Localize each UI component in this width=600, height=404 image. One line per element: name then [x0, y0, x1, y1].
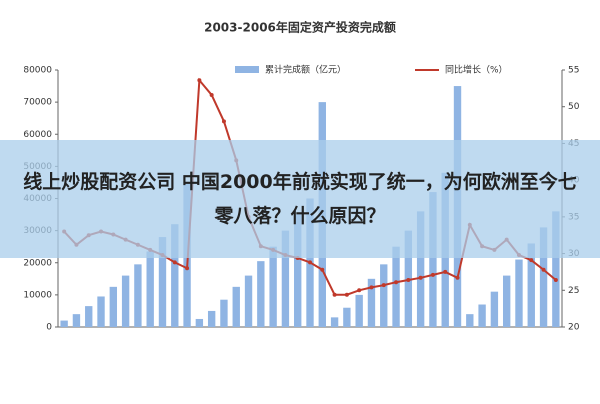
bar	[294, 214, 302, 327]
line-point	[369, 285, 374, 290]
overlay-banner: 线上炒股配资公司 中国2000年前就实现了统一，为何欧洲至今七零八落？什么原因？	[0, 140, 600, 258]
bar	[429, 192, 437, 327]
y2-tick-label: 55	[568, 66, 579, 76]
line-point	[443, 269, 448, 274]
y2-tick-label: 20	[568, 323, 580, 333]
y-tick-label: 60000	[23, 130, 52, 140]
overlay-text: 线上炒股配资公司 中国2000年前就实现了统一，为何欧洲至今七零八落？什么原因？	[23, 171, 577, 227]
legend-label: 同比增长（%）	[445, 64, 508, 76]
bar	[220, 299, 228, 327]
legend-label: 累计完成额（亿元）	[265, 64, 346, 76]
bar	[502, 275, 511, 327]
bar	[158, 237, 167, 327]
line-point	[381, 283, 386, 288]
line-point	[430, 272, 435, 277]
line-point	[406, 278, 411, 283]
bar	[60, 320, 68, 327]
line-point	[541, 267, 546, 272]
bar	[392, 246, 400, 327]
bar	[85, 306, 93, 327]
bar	[552, 211, 560, 327]
bar	[97, 296, 105, 327]
bar	[146, 251, 154, 327]
line-point	[455, 275, 460, 280]
line-point	[553, 278, 558, 283]
bar	[109, 286, 118, 327]
bar	[121, 275, 130, 327]
bar	[539, 227, 548, 327]
line-point	[418, 275, 423, 280]
bar	[380, 264, 388, 327]
bar	[232, 286, 240, 327]
bar	[478, 304, 486, 327]
bar	[244, 275, 253, 327]
bar	[527, 243, 535, 327]
line-point	[209, 92, 214, 97]
bar	[171, 224, 179, 327]
bar	[269, 246, 277, 327]
chart-title: 2003-2006年固定资产投资完成额	[204, 20, 396, 35]
bar	[355, 294, 363, 327]
y2-tick-label: 25	[568, 286, 579, 296]
bar	[134, 264, 142, 327]
line-point	[197, 78, 202, 83]
line-point	[172, 260, 177, 265]
line-point	[308, 260, 312, 265]
y-tick-label: 10000	[23, 290, 52, 300]
bar	[490, 291, 499, 327]
y-tick-label: 20000	[23, 258, 52, 268]
bar	[195, 318, 204, 327]
line-point	[357, 288, 362, 293]
bar	[207, 310, 216, 327]
y-tick-label: 80000	[23, 66, 52, 76]
bar	[343, 307, 351, 327]
bar	[515, 259, 523, 327]
y2-tick-label: 50	[568, 102, 580, 112]
bar	[416, 211, 425, 327]
bar	[281, 230, 290, 327]
line-point	[320, 267, 325, 272]
bar	[330, 317, 339, 327]
bar	[466, 314, 474, 327]
bar	[257, 261, 265, 327]
line-point	[221, 119, 226, 124]
legend-swatch	[235, 66, 259, 73]
bar	[72, 314, 81, 327]
y-tick-label: 0	[46, 323, 52, 333]
line-point	[394, 280, 399, 285]
line-point	[529, 258, 534, 263]
line-point	[344, 292, 349, 297]
line-point	[185, 266, 190, 271]
line-point	[332, 292, 337, 297]
y-tick-label: 70000	[23, 98, 52, 108]
bar	[367, 278, 376, 327]
